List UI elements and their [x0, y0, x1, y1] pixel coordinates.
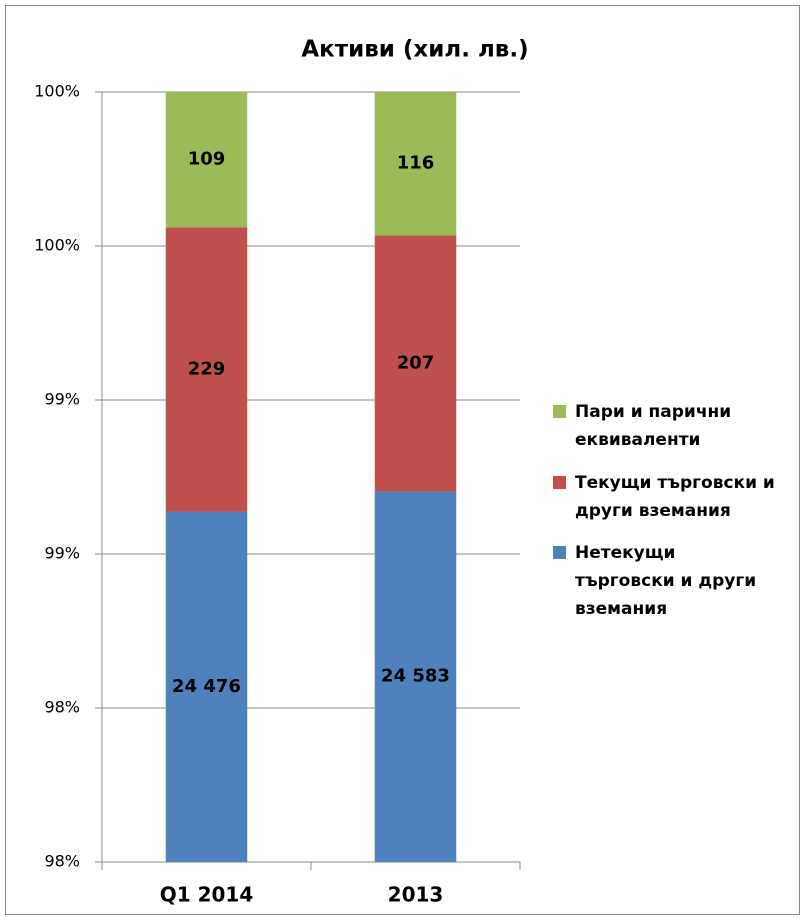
bar-segment [374, 235, 457, 492]
legend-label: Пари и парични еквиваленти [575, 402, 732, 450]
data-label: 207 [397, 352, 435, 373]
y-tick-label: 99% [44, 390, 80, 409]
x-tick-label: Q1 2014 [160, 883, 254, 907]
bar-segment [374, 491, 457, 862]
y-tick-label: 98% [44, 852, 80, 871]
legend-swatch [553, 405, 566, 418]
legend-label: Текущи търговски и други вземания [575, 473, 775, 521]
bar-segment [165, 227, 248, 512]
chart-border [5, 5, 800, 915]
legend-label: Нетекущи търговски и други вземания [575, 543, 757, 619]
legend-swatch [553, 546, 566, 559]
bar-segment [165, 511, 248, 862]
data-label: 229 [188, 358, 226, 379]
data-label: 24 583 [381, 666, 450, 687]
data-label: 24 476 [172, 676, 241, 697]
y-tick-label: 100% [34, 236, 80, 255]
data-label: 109 [188, 149, 226, 170]
bar-segment [165, 92, 248, 228]
y-tick-label: 100% [34, 82, 80, 101]
x-tick-label: 2013 [388, 883, 444, 907]
y-tick-label: 99% [44, 544, 80, 563]
y-tick-label: 98% [44, 698, 80, 717]
chart-title: Активи (хил. лв.) [301, 37, 528, 63]
data-label: 116 [397, 153, 435, 174]
bar-segment [374, 92, 457, 236]
legend-swatch [553, 476, 566, 489]
